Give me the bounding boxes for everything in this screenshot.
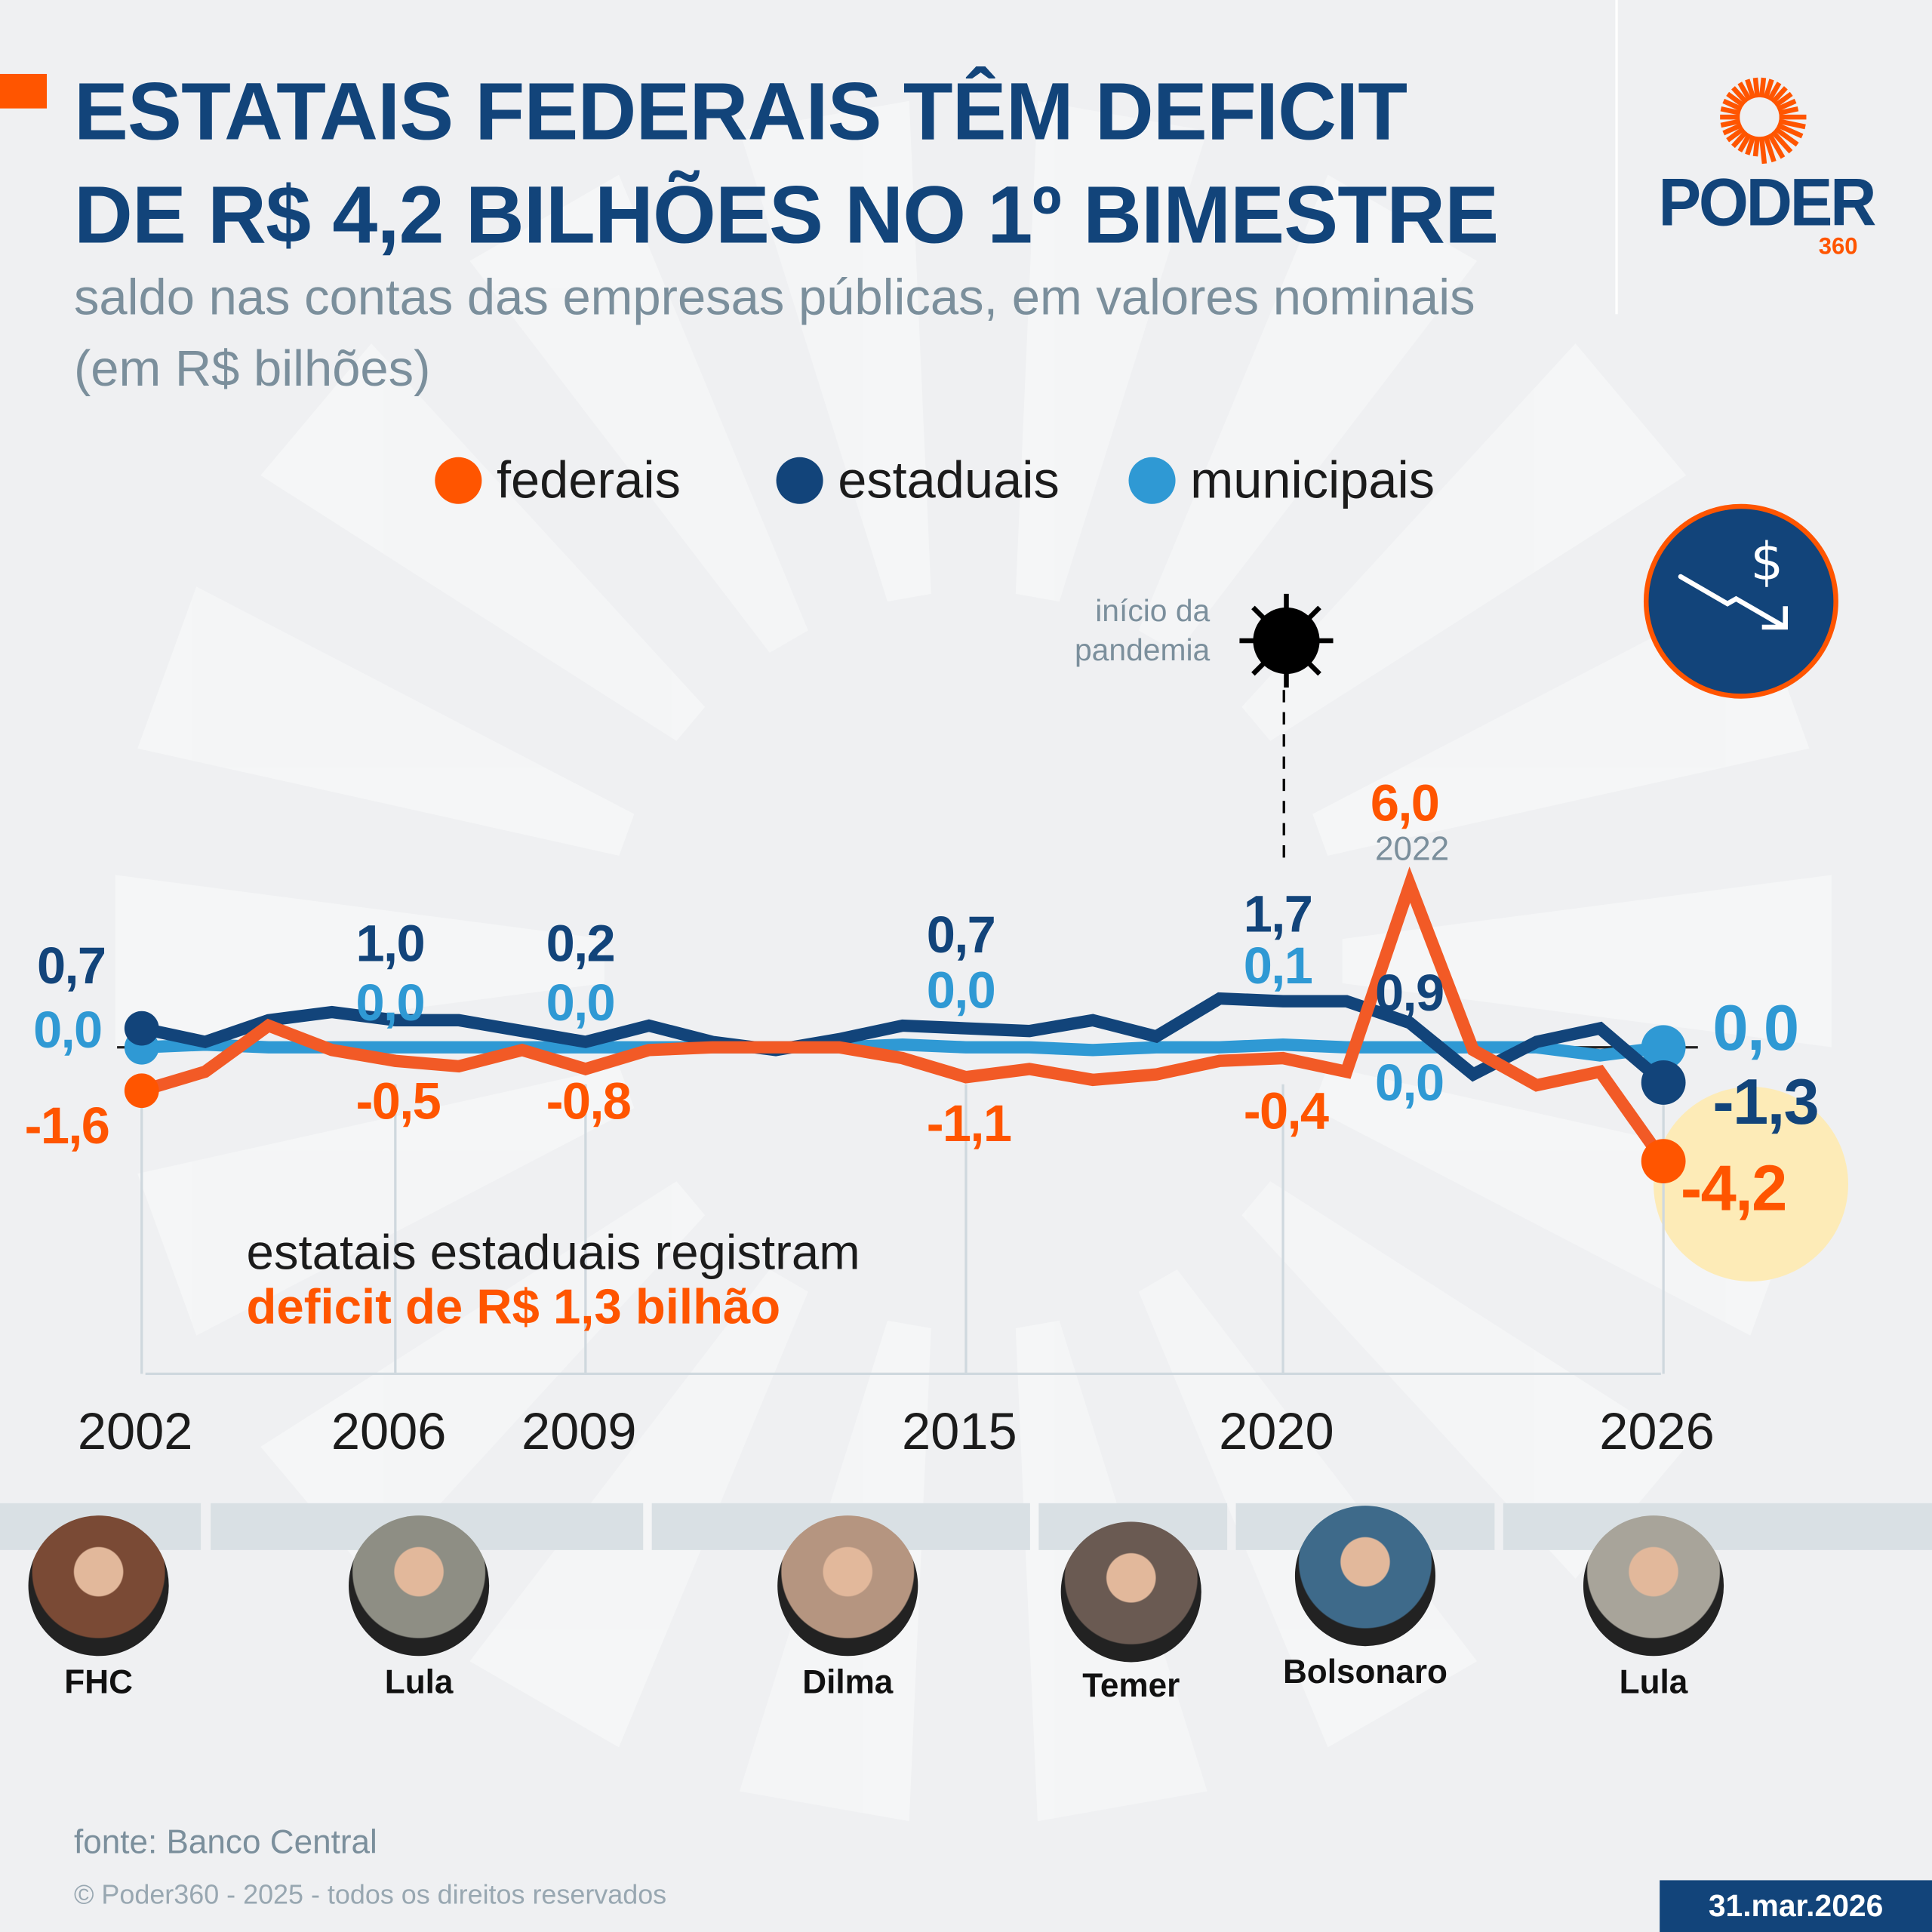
highlight-text-emphasis: deficit de R$ 1,3 bilhão (246, 1280, 781, 1335)
x-tick-label: 2015 (902, 1401, 1017, 1460)
divider (1615, 0, 1618, 315)
data-label-municipais: 0,0 (33, 1000, 103, 1059)
data-label-federais: -0,5 (355, 1072, 441, 1131)
data-label-federais: -1,1 (926, 1094, 1012, 1152)
data-label-estaduais: 0,2 (546, 914, 616, 973)
x-tick-label: 2009 (521, 1401, 637, 1460)
series-line-federais (140, 866, 1669, 1165)
data-label-municipais: 0,0 (1375, 1053, 1444, 1112)
highlight-circle (1654, 1086, 1848, 1281)
series-line-municipais (141, 1038, 1665, 1062)
background-ray (739, 100, 931, 602)
x-tick-label: 2006 (331, 1401, 447, 1460)
data-label-federais: 6,0 (1370, 774, 1440, 832)
title-accent-bar (0, 73, 48, 109)
president-name: Temer (1082, 1666, 1180, 1704)
title-line-1: ESTATAIS FEDERAIS TÊM DEFICIT (73, 65, 1407, 157)
sun-logo-icon (1720, 77, 1807, 165)
endpoint-marker-estaduais (1641, 1060, 1686, 1105)
data-label-municipais: 0,0 (926, 961, 996, 1020)
falling-money-chart-icon: $ (1643, 503, 1838, 699)
endpoint-marker-estaduais (124, 1011, 159, 1046)
data-label-federais: -0,8 (546, 1072, 632, 1131)
data-label-federais: -1,6 (24, 1097, 110, 1155)
pandemic-annotation: início da pandemia (1074, 593, 1211, 668)
president-name: Lula (1619, 1663, 1688, 1701)
background-ray (1312, 1066, 1810, 1336)
data-label-estaduais: 0,7 (926, 905, 996, 964)
data-label-federais: -4,2 (1680, 1153, 1787, 1225)
background-ray (260, 343, 706, 741)
endpoint-marker-municipais (1641, 1025, 1686, 1070)
background-ray (137, 1066, 635, 1336)
x-tick-label: 2002 (77, 1401, 193, 1460)
president-name: Bolsonaro (1282, 1654, 1447, 1690)
background-ray (1241, 343, 1687, 741)
title-line-2: DE R$ 4,2 BILHÕES NO 1º BIMESTRE (73, 168, 1499, 260)
x-tick-label: 2026 (1599, 1401, 1715, 1460)
dilma-portrait (777, 1515, 918, 1657)
background-ray (469, 174, 808, 653)
x-tick-label: 2020 (1219, 1401, 1334, 1460)
background-ray (137, 586, 635, 856)
background-ray (115, 875, 605, 1048)
legend-dot (435, 457, 482, 504)
background-ray (1138, 174, 1478, 653)
subtitle: saldo nas contas das empresas públicas, … (73, 268, 1475, 397)
data-label-municipais: 0,0 (355, 973, 426, 1032)
term-bar-lula-2 (1503, 1503, 1932, 1550)
background-ray (1015, 100, 1208, 602)
lula-portrait (1583, 1515, 1724, 1657)
data-label-estaduais: 0,7 (36, 936, 106, 994)
legend-item-estaduais: estaduais (776, 451, 1060, 510)
data-label-estaduais: 0,9 (1375, 963, 1444, 1022)
series-line-estaduais (140, 992, 1668, 1088)
legend-dot (776, 457, 823, 504)
date-badge: 31.mar.2026 (1660, 1880, 1932, 1932)
legend-dot (1128, 457, 1176, 504)
bolsonaro-portrait (1294, 1506, 1436, 1647)
copyright: © Poder360 - 2025 - todos os direitos re… (73, 1878, 667, 1910)
president-name: Lula (384, 1663, 454, 1701)
page-title: ESTATAIS FEDERAIS TÊM DEFICIT DE R$ 4,2 … (73, 59, 1499, 266)
temer-portrait (1060, 1521, 1201, 1663)
svg-text:$: $ (1750, 531, 1783, 592)
president-name: Dilma (802, 1663, 894, 1701)
president-name: FHC (64, 1663, 133, 1701)
legend-item-municipais: municipais (1128, 451, 1435, 510)
data-label-federais: -0,4 (1243, 1081, 1329, 1140)
virus-icon (1239, 593, 1334, 688)
data-label-municipais: 0,0 (1712, 992, 1799, 1065)
data-label-estaduais: 1,7 (1243, 884, 1313, 943)
legend-item-federais: federais (435, 451, 681, 510)
data-label-municipais: 0,1 (1243, 936, 1313, 995)
poder360-logo: PODER 360 (1651, 68, 1876, 265)
background-ray (1342, 875, 1832, 1048)
data-label-municipais: 0,0 (546, 973, 616, 1032)
endpoint-marker-federais (124, 1073, 159, 1109)
source: fonte: Banco Central (73, 1823, 377, 1861)
line-chart (117, 690, 1698, 1376)
data-label-estaduais: -1,3 (1712, 1066, 1819, 1139)
background-ray (260, 1181, 706, 1579)
data-label-estaduais: 1,0 (355, 914, 426, 973)
highlight-text: estatais estaduais registram (246, 1226, 860, 1281)
fhc-portrait (28, 1515, 169, 1657)
background-ray (1241, 1181, 1687, 1579)
peak-year-label: 2022 (1375, 830, 1450, 868)
endpoint-marker-federais (1641, 1139, 1686, 1183)
lula-portrait (349, 1515, 490, 1657)
